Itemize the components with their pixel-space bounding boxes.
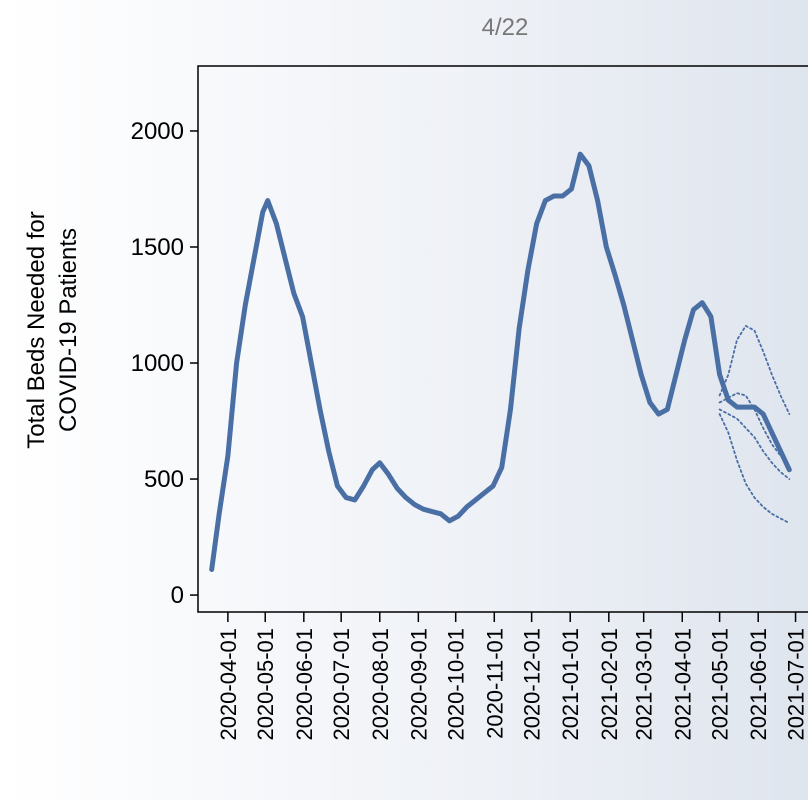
x-tick-label: 2021-07-01 — [784, 628, 808, 741]
x-tick-label: 2020-12-01 — [520, 628, 545, 741]
y-tick-label: 500 — [144, 466, 184, 493]
x-tick-label: 2021-03-01 — [632, 628, 657, 741]
forecast-line — [718, 324, 791, 415]
x-tick-label: 2021-02-01 — [597, 628, 622, 741]
y-tick-label: 2000 — [131, 118, 184, 145]
x-tick-label: 2020-10-01 — [444, 628, 469, 741]
y-tick-label: 0 — [171, 582, 184, 609]
x-tick-label: 2020-06-01 — [292, 628, 317, 741]
chart-title: 4/22 — [482, 14, 529, 41]
x-tick-label: 2020-08-01 — [368, 628, 393, 741]
x-tick-label: 2020-05-01 — [253, 628, 278, 741]
y-axis-label: COVID-19 Patients — [55, 228, 82, 432]
x-tick-label: 2020-09-01 — [406, 628, 431, 741]
forecast-line — [718, 413, 791, 525]
x-tick-label: 2021-06-01 — [746, 628, 771, 741]
forecast-line — [718, 392, 791, 469]
y-axis-label: Total Beds Needed for — [23, 211, 50, 448]
y-tick-label: 1500 — [131, 234, 184, 261]
x-tick-label: 2021-01-01 — [558, 628, 583, 741]
plot-frame — [197, 65, 808, 613]
x-tick-label: 2020-04-01 — [216, 628, 241, 741]
data-line — [209, 151, 792, 573]
x-tick-label: 2021-04-01 — [670, 628, 695, 741]
forecast-line — [718, 408, 791, 480]
x-tick-label: 2021-05-01 — [708, 628, 733, 741]
y-tick-label: 1000 — [131, 350, 184, 377]
x-tick-label: 2020-11-01 — [482, 628, 507, 739]
x-tick-label: 2020-07-01 — [329, 628, 354, 741]
